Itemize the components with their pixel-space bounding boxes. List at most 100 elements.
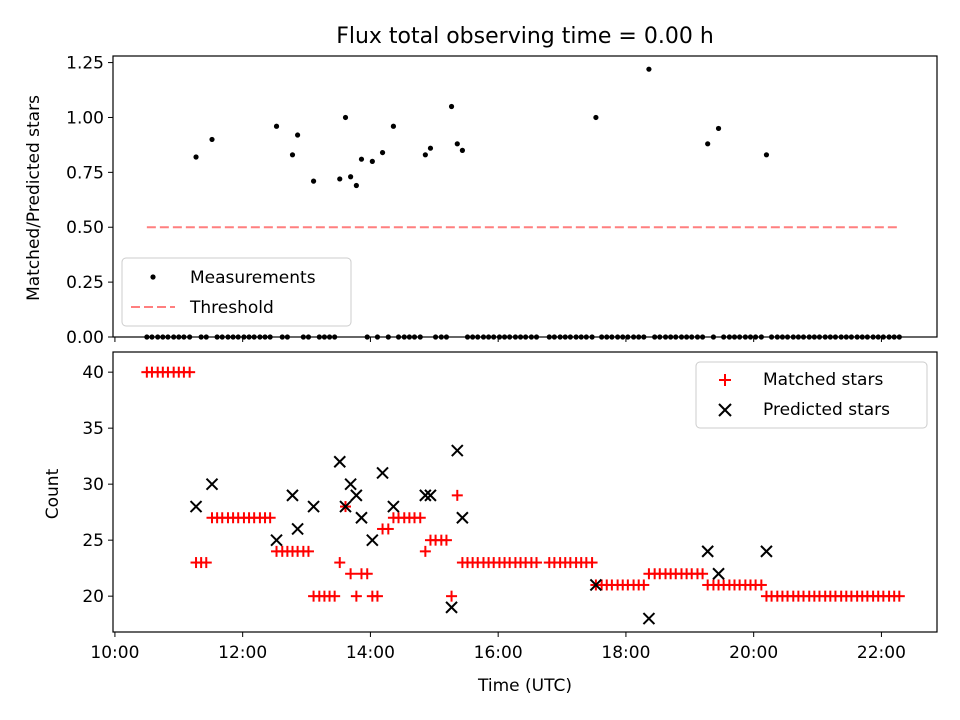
matched-star-point <box>893 590 905 602</box>
measurement-point <box>448 103 455 110</box>
matched-star-point <box>419 545 431 557</box>
predicted-star-point <box>270 533 283 547</box>
measurement-point <box>715 125 722 132</box>
predicted-star-point <box>424 489 437 502</box>
top-y-tick-label: 1.00 <box>66 108 104 128</box>
top-y-tick-label: 0.50 <box>66 218 104 238</box>
predicted-star-point <box>456 511 469 524</box>
predicted-star-point <box>387 500 400 513</box>
bottom-y-ticks: 20 25 30 35 40 <box>82 363 113 607</box>
matched-star-point <box>184 366 196 378</box>
measurement-point <box>209 136 215 143</box>
predicted-star-point <box>291 522 304 536</box>
matched-star-point <box>414 512 426 524</box>
predicted-star-point <box>642 612 656 625</box>
matched-star-point <box>638 579 650 591</box>
x-axis-label: Time (UTC) <box>477 676 572 696</box>
predicted-star-point <box>701 545 714 558</box>
measurement-point <box>348 174 354 180</box>
x-tick-label: 14:00 <box>346 643 395 663</box>
matched-star-point <box>446 590 458 602</box>
legend-predicted-label: Predicted stars <box>763 400 890 420</box>
x-tick-label: 10:00 <box>90 643 139 663</box>
top-legend-box <box>121 257 352 327</box>
measurement-point <box>295 132 301 138</box>
legend-measurements-marker <box>150 274 156 280</box>
legend-predicted-marker <box>718 403 732 417</box>
matched-star-point <box>334 557 346 569</box>
x-tick-label: 20:00 <box>729 643 778 663</box>
bottom-legend-box <box>695 361 928 429</box>
measurement-point <box>310 178 317 184</box>
measurement-point <box>705 141 711 147</box>
matched-star-point <box>697 568 709 580</box>
count-panel: Count Time (UTC) 20 25 30 35 40 10:00 12:00 14… <box>43 351 938 696</box>
measurement-point <box>427 145 434 151</box>
matched-star-point <box>530 557 542 569</box>
bottom-y-tick-label: 40 <box>82 363 104 383</box>
predicted-star-point <box>451 444 464 457</box>
predicted-star-point <box>307 500 320 513</box>
top-y-tick-label: 0.25 <box>66 273 104 293</box>
predicted-star-point <box>712 567 725 580</box>
measurement-point <box>390 123 397 129</box>
legend-threshold-label: Threshold <box>189 298 274 318</box>
matched-star-point <box>586 557 598 569</box>
legend-measurements-label: Measurements <box>190 268 316 288</box>
predicted-star-point <box>366 533 379 547</box>
predicted-star-point <box>344 477 357 491</box>
predicted-star-point <box>333 455 346 468</box>
matched-star-point <box>451 489 463 501</box>
matched-star-point <box>440 534 452 546</box>
measurement-point <box>593 114 599 121</box>
matched-star-point <box>350 590 362 602</box>
predicted-star-point <box>339 500 352 513</box>
top-y-tick-label: 0.00 <box>66 328 104 348</box>
measurement-point <box>379 149 386 156</box>
measurement-point <box>763 152 770 158</box>
legend-matched-label: Matched stars <box>763 370 883 390</box>
measurement-point <box>353 182 359 189</box>
measurement-point <box>337 176 343 182</box>
predicted-star-point <box>760 545 773 558</box>
predicted-star-point <box>419 489 432 502</box>
matched-star-point <box>382 523 394 535</box>
bottom-legend: Matched stars Predicted stars <box>695 361 928 429</box>
measurement-point <box>369 158 375 164</box>
bottom-y-tick-label: 30 <box>82 475 104 495</box>
measurement-point <box>273 123 280 129</box>
predicted-star-point <box>189 500 203 513</box>
top-plot-frame <box>112 55 938 338</box>
matched-star-point <box>361 568 373 580</box>
predicted-star-point <box>445 601 458 614</box>
bottom-plot-frame <box>112 351 938 633</box>
measurement-point <box>454 141 460 147</box>
legend-matched-marker <box>719 374 731 386</box>
matched-star-point <box>302 545 314 557</box>
measurement-point <box>422 152 428 158</box>
predicted-star-point <box>286 489 299 502</box>
bottom-y-axis-label: Count <box>43 468 63 519</box>
top-y-tick-label: 0.75 <box>66 163 104 183</box>
measurement-point <box>289 152 296 158</box>
matched-star-point <box>371 590 383 602</box>
measurement-point <box>193 154 199 160</box>
ratio-panel: Flux total observing time = 0.00 h Match… <box>24 24 938 348</box>
x-tick-label: 16:00 <box>474 643 523 663</box>
chart-title: Flux total observing time = 0.00 h <box>336 24 714 49</box>
predicted-stars-points <box>189 444 773 625</box>
bottom-y-tick-label: 20 <box>82 587 104 607</box>
bottom-y-tick-label: 25 <box>82 531 104 551</box>
bottom-x-ticks: 10:00 12:00 14:00 16:00 18:00 20:00 22:00 <box>90 632 906 663</box>
top-legend: Measurements Threshold <box>121 257 352 327</box>
predicted-star-point <box>589 578 603 592</box>
matched-star-point <box>200 557 212 569</box>
x-tick-label: 18:00 <box>601 643 650 663</box>
matched-star-point <box>329 590 341 602</box>
x-tick-label: 22:00 <box>857 643 906 663</box>
measurement-point <box>358 156 365 162</box>
measurement-point <box>459 147 466 153</box>
measurement-point <box>646 66 652 72</box>
